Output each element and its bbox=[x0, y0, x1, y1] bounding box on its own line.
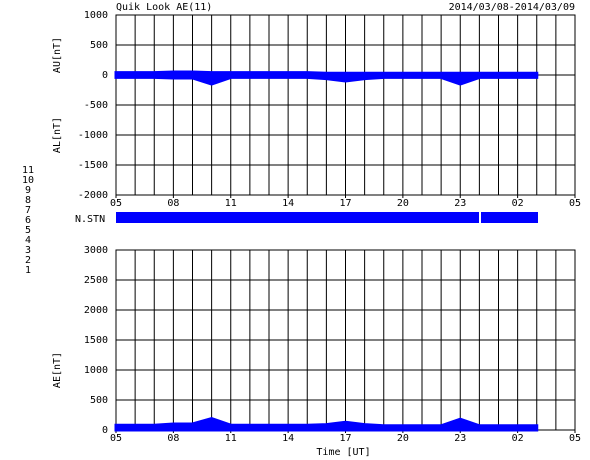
station-count: 1 bbox=[25, 265, 31, 276]
station-count: 5 bbox=[25, 225, 31, 236]
x-tick-label: 05 bbox=[110, 198, 122, 209]
y-tick-label: 3000 bbox=[84, 245, 108, 256]
x-tick-label: 14 bbox=[282, 198, 294, 209]
x-tick-label: 05 bbox=[569, 198, 581, 209]
station-count: 11 bbox=[22, 165, 34, 176]
x-tick-label: 11 bbox=[225, 433, 237, 444]
x-tick-label: 17 bbox=[339, 433, 351, 444]
station-count: 8 bbox=[25, 195, 31, 206]
plot-frame bbox=[115, 14, 576, 196]
x-tick-label: 23 bbox=[454, 433, 466, 444]
y-tick-label: 500 bbox=[90, 40, 108, 51]
date-range: 2014/03/08-2014/03/09 bbox=[449, 2, 575, 13]
x-tick-label: 05 bbox=[569, 433, 581, 444]
y-axis-label: AE[nT] bbox=[52, 352, 63, 388]
y-tick-label: -1000 bbox=[78, 130, 108, 141]
area bbox=[114, 417, 539, 432]
y-tick-label: -2000 bbox=[78, 190, 108, 201]
x-tick-label: 20 bbox=[397, 198, 409, 209]
x-tick-label: 08 bbox=[167, 198, 179, 209]
x-tick-label: 11 bbox=[225, 198, 237, 209]
y-tick-label: 2500 bbox=[84, 275, 108, 286]
title: Quik Look AE(11) bbox=[116, 2, 212, 13]
y-tick-label: 500 bbox=[90, 395, 108, 406]
n-stn-gap bbox=[479, 212, 481, 223]
station-count: 10 bbox=[22, 175, 34, 186]
x-tick-label: 14 bbox=[282, 433, 294, 444]
y-tick-label: 2000 bbox=[84, 305, 108, 316]
y-tick-label: 0 bbox=[102, 70, 108, 81]
n-stn-label: N.STN bbox=[75, 214, 105, 225]
y-axis-label: AU[nT] bbox=[52, 37, 63, 73]
station-count: 9 bbox=[25, 185, 31, 196]
y-tick-label: 1000 bbox=[84, 365, 108, 376]
station-count: 2 bbox=[25, 255, 31, 266]
x-tick-label: 08 bbox=[167, 433, 179, 444]
y-tick-label: 1500 bbox=[84, 335, 108, 346]
y-tick-label: -1500 bbox=[78, 160, 108, 171]
y-tick-label: -500 bbox=[84, 100, 108, 111]
x-tick-label: 23 bbox=[454, 198, 466, 209]
x-tick-label: 02 bbox=[512, 433, 524, 444]
y-tick-label: 0 bbox=[102, 425, 108, 436]
x-tick-label: 05 bbox=[110, 433, 122, 444]
x-axis-label: Time [UT] bbox=[316, 447, 370, 458]
station-count: 6 bbox=[25, 215, 31, 226]
station-count: 3 bbox=[25, 245, 31, 256]
n-stn-bar bbox=[116, 212, 538, 223]
y-tick-label: 1000 bbox=[84, 10, 108, 21]
y-axis-label: AL[nT] bbox=[52, 117, 63, 153]
area bbox=[114, 73, 539, 86]
x-tick-label: 02 bbox=[512, 198, 524, 209]
x-tick-label: 20 bbox=[397, 433, 409, 444]
x-tick-label: 17 bbox=[339, 198, 351, 209]
station-count: 4 bbox=[25, 235, 31, 246]
station-count: 7 bbox=[25, 205, 31, 216]
